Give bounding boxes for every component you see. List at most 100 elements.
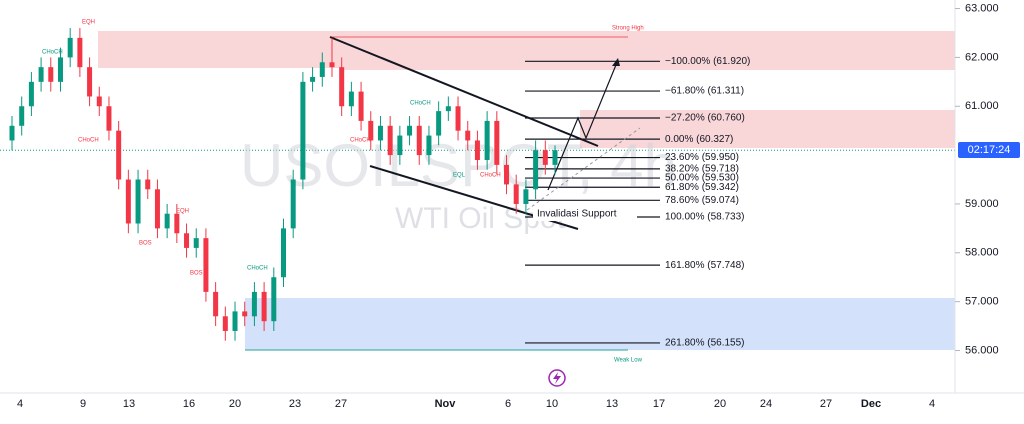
x-tick-label: 13 [123, 398, 135, 410]
annotation: CHoCH [410, 101, 431, 107]
annotation: Strong High [612, 26, 644, 32]
candle-body [154, 189, 160, 229]
candle-body [474, 140, 480, 160]
candle-body [319, 62, 325, 77]
supply-zone-2 [580, 110, 955, 148]
candle-body [28, 81, 34, 107]
candle-body [145, 179, 151, 190]
candle-body [436, 111, 442, 136]
x-tick-label: 4 [929, 398, 935, 410]
annotation: CHoCH [78, 138, 99, 144]
x-tick-label: Nov [435, 398, 457, 410]
candle-body [232, 311, 238, 331]
candle-body [445, 106, 451, 112]
annotation: Weak Low [614, 358, 643, 364]
candle-body [533, 150, 539, 190]
invalidation-label: Invalidasi Support [537, 209, 617, 220]
candle-body [310, 76, 316, 82]
annotation: CHoCH [350, 138, 371, 144]
candle-body [87, 67, 93, 97]
candle-body [19, 106, 25, 126]
fib-label: −61.80% (61.311) [665, 86, 744, 97]
x-tick-label: 17 [653, 398, 665, 410]
candle-body [523, 189, 529, 204]
candle-body [397, 135, 403, 156]
candle-body [213, 291, 219, 317]
candle-body [242, 311, 248, 317]
projection-arrowhead [612, 58, 620, 66]
candle-body [193, 238, 199, 248]
candle-body [358, 91, 364, 121]
candle-body [484, 120, 490, 160]
candle-body [125, 179, 131, 224]
candle-body [222, 316, 228, 331]
candle-body [77, 37, 83, 68]
y-tick-label: 57.000 [965, 296, 999, 308]
fib-label: 161.80% (57.748) [665, 260, 745, 271]
x-tick-label: 24 [760, 398, 772, 410]
candle-body [513, 184, 519, 204]
candle-body [135, 179, 141, 224]
fib-label: 38.20% (59.718) [665, 164, 739, 175]
x-tick-label: 4 [17, 398, 23, 410]
candle-body [455, 106, 461, 131]
candle-body [281, 228, 286, 278]
candle-body [290, 179, 296, 229]
y-tick-label: 63.000 [965, 2, 999, 14]
candle-body [426, 135, 432, 156]
x-tick-label: 6 [505, 398, 511, 410]
y-tick-label: 56.000 [965, 344, 999, 356]
candle-body [106, 106, 112, 131]
candle-body [552, 150, 558, 165]
fib-label: 0.00% (60.327) [665, 134, 733, 145]
candle-body [339, 67, 345, 107]
candle-body [174, 213, 180, 234]
annotations: EQH CHoCH CHoCH BOS EQH BOS CHoCH CHoCH … [42, 20, 644, 364]
y-tick-label: 62.000 [965, 51, 999, 63]
candle-body [348, 91, 354, 107]
x-tick-label: 20 [229, 398, 241, 410]
candle-body [494, 120, 500, 165]
annotation: EQH [82, 20, 95, 26]
fib-label: −27.20% (60.760) [665, 113, 745, 124]
candle-body [203, 238, 209, 292]
x-tick-label: 23 [289, 398, 301, 410]
annotation: BOS [139, 241, 152, 247]
fib-label: 61.80% (59.342) [665, 182, 739, 193]
candle-body [300, 81, 306, 180]
candle-body [368, 120, 374, 141]
projection-path [547, 59, 619, 191]
trendline-upper [329, 36, 599, 147]
x-tick-label: 16 [183, 398, 195, 410]
y-tick-label: 58.000 [965, 247, 999, 259]
annotation: BOS [190, 271, 203, 277]
countdown: 02:17:24 [968, 144, 1011, 156]
candle-body [38, 67, 44, 82]
fib-label: 23.60% (59.950) [665, 152, 739, 163]
candle-body [67, 37, 73, 58]
annotation: EQH [176, 209, 189, 215]
candle-body [329, 62, 335, 68]
annotation: EQL [453, 173, 466, 179]
x-tick-label: 13 [606, 398, 618, 410]
fib-label: −100.00% (61.920) [665, 56, 750, 67]
candle-body [504, 164, 510, 185]
candle-body [251, 291, 257, 317]
fib-trend [526, 127, 641, 211]
x-tick-label: 27 [335, 398, 347, 410]
candle-body [164, 213, 170, 229]
fib-label: 100.00% (58.733) [665, 212, 745, 223]
supply-zone [98, 31, 955, 68]
x-tick-label: Dec [861, 398, 881, 410]
candle-body [542, 150, 548, 165]
annotation: CHoCH [480, 173, 501, 179]
fib-label: 50.00% (59.530) [665, 173, 739, 184]
candle-body [465, 130, 471, 141]
candle-body [184, 233, 190, 248]
candle-body [96, 96, 102, 107]
y-tick-label: 61.000 [965, 100, 999, 112]
watermark: USOILSPOT, 4h [240, 132, 677, 199]
candle-body [261, 291, 267, 322]
